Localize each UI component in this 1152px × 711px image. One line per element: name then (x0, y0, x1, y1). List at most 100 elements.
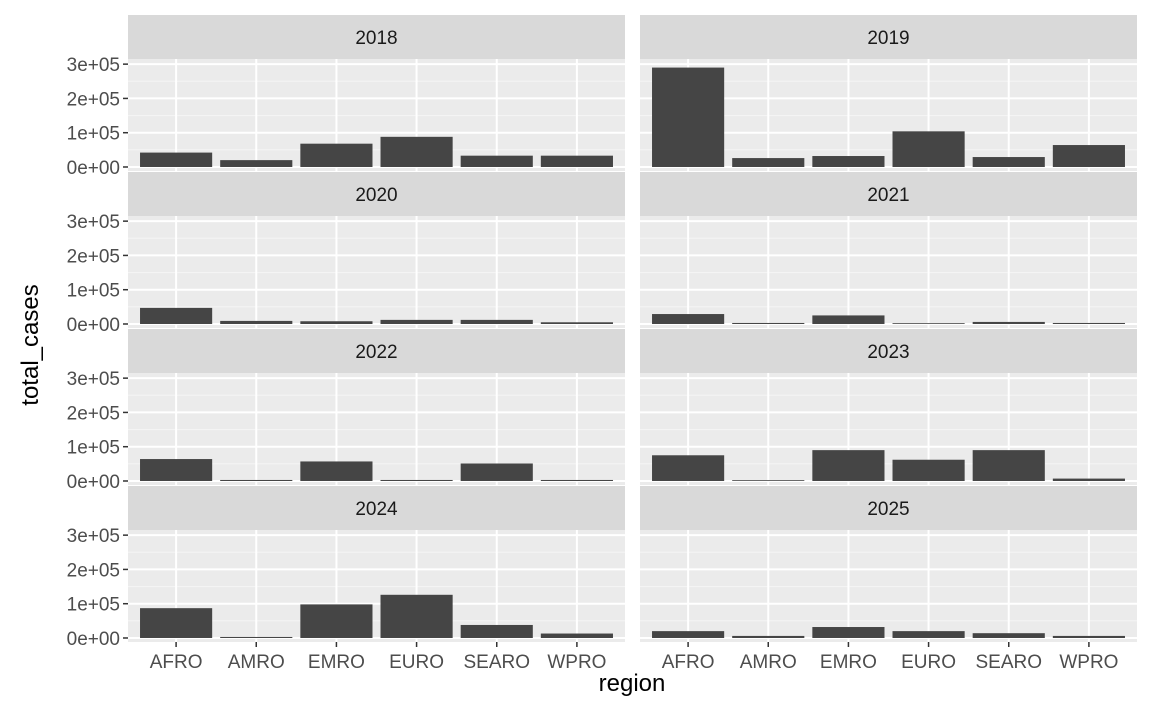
bar-2024-EMRO (300, 604, 373, 638)
bar-2020-EMRO (300, 321, 373, 324)
bar-2019-SEARO (972, 157, 1045, 167)
bar-2019-EURO (892, 131, 965, 167)
bar-2025-SEARO (972, 633, 1045, 638)
bar-2023-WPRO (1052, 478, 1125, 481)
bar-2022-SEARO (460, 463, 533, 481)
facet-panel-2021: 2021 (640, 172, 1137, 328)
bar-2022-EURO (380, 479, 453, 481)
y-axis-title: total_cases (17, 284, 44, 405)
bar-2018-WPRO (540, 155, 613, 167)
bar-2020-AMRO (220, 320, 293, 324)
facet-strip-label: 2024 (355, 499, 398, 520)
facet-strip-label: 2018 (355, 28, 397, 49)
x-tick-label: AMRO (228, 652, 285, 673)
bar-2021-EURO (892, 323, 965, 324)
bar-2023-SEARO (972, 450, 1045, 481)
bar-2018-SEARO (460, 155, 533, 167)
bar-2019-AFRO (652, 67, 725, 167)
bar-2024-SEARO (460, 624, 533, 638)
facet-strip (640, 486, 1137, 530)
y-tick-label: 2e+05 (67, 89, 120, 110)
y-tick-label: 3e+05 (67, 369, 120, 390)
facet-strip (128, 15, 625, 59)
bar-2019-WPRO (1052, 145, 1125, 167)
x-tick-label: EMRO (820, 652, 877, 673)
x-tick-label: SEARO (975, 652, 1042, 673)
bar-2018-AFRO (140, 152, 213, 167)
facet-panel-2018: 2018 0e+00 1e+05 2e+05 3e+05 (67, 15, 625, 179)
facet-panel-2019: 2019 (640, 15, 1137, 171)
bar-2021-AMRO (732, 322, 805, 324)
x-tick-label: EURO (901, 652, 956, 673)
facet-strip-label: 2021 (867, 185, 909, 206)
bar-2025-AMRO (732, 635, 805, 638)
x-tick-label: SEARO (463, 652, 530, 673)
bar-2020-EURO (380, 319, 453, 324)
bar-2023-AFRO (652, 455, 725, 481)
bar-2023-EURO (892, 459, 965, 481)
bar-2020-AFRO (140, 307, 213, 324)
y-tick-label: 3e+05 (67, 55, 120, 76)
bar-2021-WPRO (1052, 322, 1125, 324)
x-tick-label: EMRO (308, 652, 365, 673)
bar-2020-WPRO (540, 322, 613, 324)
y-tick-label: 1e+05 (67, 281, 120, 302)
bar-2018-EMRO (300, 143, 373, 167)
facet-panel-2025: 2025 AFRO AMRO EMRO EURO SEARO WPRO (640, 486, 1137, 673)
x-tick-label: AFRO (662, 652, 715, 673)
y-tick-label: 0e+00 (67, 315, 120, 336)
facet-strip (128, 329, 625, 373)
facet-panel-2024: 2024 0e+00 1e+05 2e+05 3e+05 AFRO AMRO EMRO EURO… (67, 486, 625, 673)
bar-2021-EMRO (812, 315, 885, 324)
facet-strip-label: 2019 (867, 28, 909, 49)
facet-strip (128, 486, 625, 530)
bar-2023-AMRO (732, 480, 805, 481)
y-tick-label: 1e+05 (67, 438, 120, 459)
x-tick-label: AMRO (740, 652, 797, 673)
facet-strip-label: 2022 (355, 342, 397, 363)
bar-2022-EMRO (300, 461, 373, 481)
panel-background (128, 59, 625, 171)
bar-2024-AMRO (220, 636, 293, 638)
facet-strip-label: 2023 (867, 342, 909, 363)
x-tick-label: WPRO (547, 652, 606, 673)
bar-2025-EMRO (812, 627, 885, 638)
bar-2022-AFRO (140, 459, 213, 481)
x-tick-label: WPRO (1059, 652, 1118, 673)
facet-strip (640, 172, 1137, 216)
y-tick-label: 2e+05 (67, 246, 120, 267)
panel-background (640, 216, 1137, 328)
panel-background (640, 530, 1137, 642)
bar-2025-AFRO (652, 631, 725, 638)
y-tick-label: 3e+05 (67, 212, 120, 233)
facet-strip (128, 172, 625, 216)
y-tick-label: 1e+05 (67, 595, 120, 616)
y-tick-label: 2e+05 (67, 560, 120, 581)
facet-panel-2020: 2020 0e+00 1e+05 2e+05 3e+05 (67, 172, 625, 336)
y-tick-label: 0e+00 (67, 629, 120, 650)
bar-2025-EURO (892, 631, 965, 638)
y-tick-label: 2e+05 (67, 403, 120, 424)
bar-2023-EMRO (812, 450, 885, 481)
y-tick-label: 0e+00 (67, 158, 120, 179)
x-tick-label: EURO (389, 652, 444, 673)
facet-strip-label: 2020 (355, 185, 397, 206)
panels-layer: 2018 0e+00 1e+05 2e+05 3e+05 2019 2020 0e+00 1e+… (67, 15, 1137, 673)
y-tick-label: 1e+05 (67, 124, 120, 145)
bar-2020-SEARO (460, 319, 533, 324)
bar-2019-AMRO (732, 158, 805, 167)
facet-strip (640, 329, 1137, 373)
bar-2021-AFRO (652, 314, 725, 324)
facet-strip-label: 2025 (867, 499, 909, 520)
bar-2018-EURO (380, 136, 453, 167)
x-axis-title: region (599, 670, 666, 697)
bar-2018-AMRO (220, 160, 293, 167)
bar-2019-EMRO (812, 156, 885, 167)
y-tick-label: 0e+00 (67, 472, 120, 493)
y-tick-label: 3e+05 (67, 526, 120, 547)
bar-2022-WPRO (540, 479, 613, 481)
facet-panel-2022: 2022 0e+00 1e+05 2e+05 3e+05 (67, 329, 625, 493)
bar-2024-EURO (380, 594, 453, 638)
bar-2022-AMRO (220, 479, 293, 481)
